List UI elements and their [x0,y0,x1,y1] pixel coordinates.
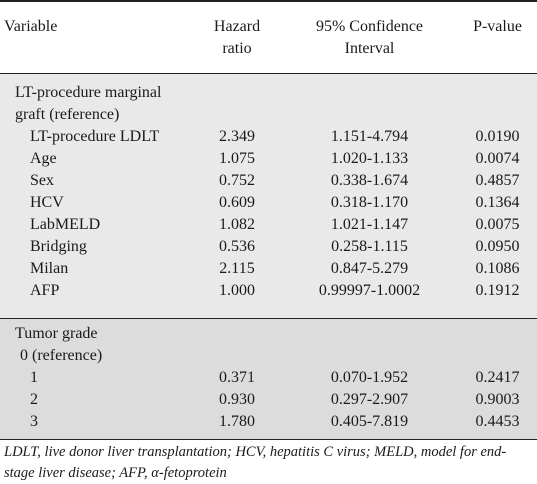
table-row: 2 0.930 0.297-2.907 0.9003 [0,389,537,411]
cell-variable: Age [30,150,57,167]
table-row: AFP 1.000 0.99997-1.0002 0.1912 [0,280,537,302]
cell-hazard-ratio: 0.371 [219,369,255,386]
cell-hazard-ratio: 0.752 [219,172,255,189]
cell-variable: 0 (reference) [20,347,103,364]
cell-p-value: 0.1912 [475,282,520,299]
header-hazard-ratio-line2: ratio [222,40,252,57]
cell-confidence-interval: 0.318-1.170 [330,194,409,211]
cell-variable: AFP [30,282,60,299]
bottom-rule [0,439,537,440]
cell-variable: Sex [30,172,54,189]
cell-p-value: 0.0075 [475,216,520,233]
table-row: LabMELD 1.082 1.021-1.147 0.0075 [0,214,537,236]
cell-p-value: 0.1086 [475,260,520,277]
table-row: 0 (reference) [0,345,537,367]
cell-confidence-interval: 0.258-1.115 [331,238,408,255]
cell-confidence-interval: 0.99997-1.0002 [318,282,421,299]
cell-hazard-ratio: 2.115 [219,260,255,277]
table-row: Milan 2.115 0.847-5.279 0.1086 [0,258,537,280]
cell-hazard-ratio: 2.349 [219,128,255,145]
cell-hazard-ratio: 1.082 [219,216,255,233]
header-hazard-ratio-line1: Hazard [213,18,261,35]
cell-p-value: 0.0190 [475,128,520,145]
cell-p-value: 0.2417 [475,369,520,386]
cell-confidence-interval: 0.847-5.279 [330,260,409,277]
section-title-line1: LT-procedure marginal [15,84,162,101]
table-row: Sex 0.752 0.338-1.674 0.4857 [0,170,537,192]
top-rule [0,0,537,2]
table-row: Bridging 0.536 0.258-1.115 0.0950 [0,236,537,258]
cell-variable: 3 [30,413,38,430]
cell-p-value: 0.9003 [475,391,520,408]
cell-hazard-ratio: 0.930 [219,391,255,408]
cell-p-value: 0.0074 [475,150,520,167]
footnote: LDLT, live donor liver transplantation; … [4,444,507,481]
table-row: Age 1.075 1.020-1.133 0.0074 [0,148,537,170]
cell-variable: 2 [30,391,38,408]
cell-variable: LabMELD [30,216,101,233]
cell-hazard-ratio: 1.780 [219,413,255,430]
cell-confidence-interval: 0.070-1.952 [330,369,409,386]
cell-p-value: 0.0950 [475,238,520,255]
table-header: Variable Hazard ratio 95% Confidence Int… [0,0,537,74]
header-variable: Variable [4,18,58,35]
header-rule [0,73,537,74]
cell-confidence-interval: 1.020-1.133 [330,150,409,167]
header-ci-line2: Interval [344,40,395,57]
section-title-line2: graft (reference) [15,106,120,123]
section-divider [0,318,537,319]
cell-variable: Milan [30,260,69,277]
cell-variable: LT-procedure LDLT [30,128,160,145]
table-row: 3 1.780 0.405-7.819 0.4453 [0,411,537,433]
cell-hazard-ratio: 1.075 [219,150,255,167]
cell-hazard-ratio: 0.536 [219,238,255,255]
cell-p-value: 0.1364 [475,194,520,211]
section-title-tumor-grade: Tumor grade [15,325,98,342]
header-ci-line1: 95% Confidence [315,18,424,35]
cell-confidence-interval: 0.297-2.907 [330,391,409,408]
cell-confidence-interval: 0.405-7.819 [330,413,409,430]
table-row: HCV 0.609 0.318-1.170 0.1364 [0,192,537,214]
cell-hazard-ratio: 1.000 [219,282,255,299]
section-tumor-grade: Tumor grade 0 (reference) 1 0.371 0.070-… [0,319,537,439]
cell-p-value: 0.4857 [475,172,520,189]
cell-p-value: 0.4453 [475,413,520,430]
cell-hazard-ratio: 0.609 [219,194,255,211]
cell-confidence-interval: 1.021-1.147 [330,216,409,233]
header-p-value: P-value [473,18,522,35]
cell-variable: Bridging [30,238,87,255]
table-row: LT-procedure LDLT 2.349 1.151-4.794 0.01… [0,126,537,148]
cell-confidence-interval: 1.151-4.794 [330,128,409,145]
cell-variable: 1 [30,369,38,386]
section-lt-procedure: LT-procedure marginal graft (reference) … [0,74,537,318]
table-row: 1 0.371 0.070-1.952 0.2417 [0,367,537,389]
cell-variable: HCV [30,194,64,211]
cell-confidence-interval: 0.338-1.674 [330,172,409,189]
